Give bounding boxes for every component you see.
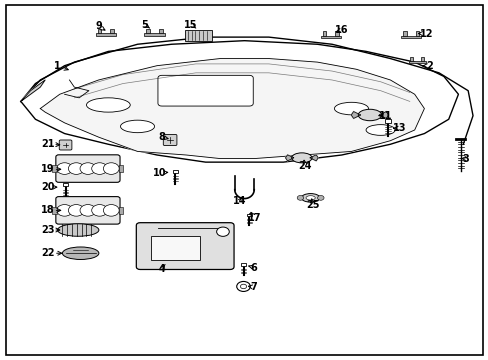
Text: 21: 21 [41,139,54,149]
Bar [62,183,68,186]
Polygon shape [285,155,293,161]
Bar [110,29,113,33]
Circle shape [92,163,107,174]
Bar [320,36,341,38]
Text: 8: 8 [158,132,165,142]
Text: 1: 1 [54,61,61,71]
Bar [240,263,246,266]
Bar [402,31,406,36]
Ellipse shape [62,247,99,260]
Bar [322,31,325,36]
Circle shape [57,163,72,174]
Text: 3: 3 [462,154,468,163]
Text: 17: 17 [247,212,261,222]
Ellipse shape [86,98,130,112]
Bar [184,30,211,41]
Circle shape [80,204,96,216]
FancyBboxPatch shape [56,155,120,182]
Text: 7: 7 [250,282,257,292]
Circle shape [68,204,84,216]
Bar [384,119,390,123]
Text: 12: 12 [419,28,433,39]
Polygon shape [21,80,45,102]
Circle shape [240,284,246,289]
Text: 5: 5 [141,19,148,30]
Text: 10: 10 [152,168,166,178]
Ellipse shape [58,224,99,236]
Bar [409,57,412,61]
Circle shape [57,204,72,216]
Circle shape [317,195,324,200]
Bar [335,31,338,36]
Text: 2: 2 [425,61,432,71]
Ellipse shape [305,196,315,200]
Bar [52,207,57,214]
Bar [118,207,123,214]
FancyBboxPatch shape [56,197,120,224]
Circle shape [216,227,229,237]
Text: 25: 25 [305,200,319,210]
Ellipse shape [358,109,381,121]
Ellipse shape [301,194,319,202]
Text: 6: 6 [250,262,257,273]
Bar [246,214,251,216]
Circle shape [103,204,119,216]
Polygon shape [309,155,318,161]
Bar [172,170,178,173]
FancyBboxPatch shape [59,140,72,150]
Bar [145,29,149,33]
Bar [143,33,165,36]
Ellipse shape [120,120,154,133]
Text: 23: 23 [41,225,54,235]
Bar [407,61,425,63]
Circle shape [68,163,84,174]
Text: 14: 14 [232,197,246,206]
Circle shape [297,195,303,200]
Text: 4: 4 [158,264,165,274]
Text: 16: 16 [334,25,348,35]
Circle shape [103,163,119,174]
Polygon shape [379,112,388,118]
Bar [151,236,200,261]
Text: 19: 19 [41,164,54,174]
Bar [118,165,123,172]
Text: 11: 11 [378,111,391,121]
Circle shape [80,163,96,174]
Bar [400,36,421,38]
Text: 20: 20 [41,182,54,192]
Text: 15: 15 [184,19,197,30]
Bar [98,29,101,33]
Bar [420,57,423,61]
FancyBboxPatch shape [158,75,253,106]
Bar [52,165,57,172]
Text: 13: 13 [392,123,406,133]
Circle shape [92,204,107,216]
Text: 24: 24 [298,161,311,171]
Bar [415,31,418,36]
Circle shape [236,282,250,292]
Polygon shape [40,59,424,158]
Bar [159,29,163,33]
FancyBboxPatch shape [136,223,234,270]
Ellipse shape [334,102,368,115]
Polygon shape [21,41,458,162]
Bar [96,33,116,36]
Text: 18: 18 [41,205,54,215]
FancyBboxPatch shape [163,134,177,145]
Ellipse shape [291,153,311,163]
Ellipse shape [366,125,394,135]
Text: 22: 22 [41,248,54,258]
Text: 9: 9 [95,21,102,31]
Polygon shape [350,112,360,118]
